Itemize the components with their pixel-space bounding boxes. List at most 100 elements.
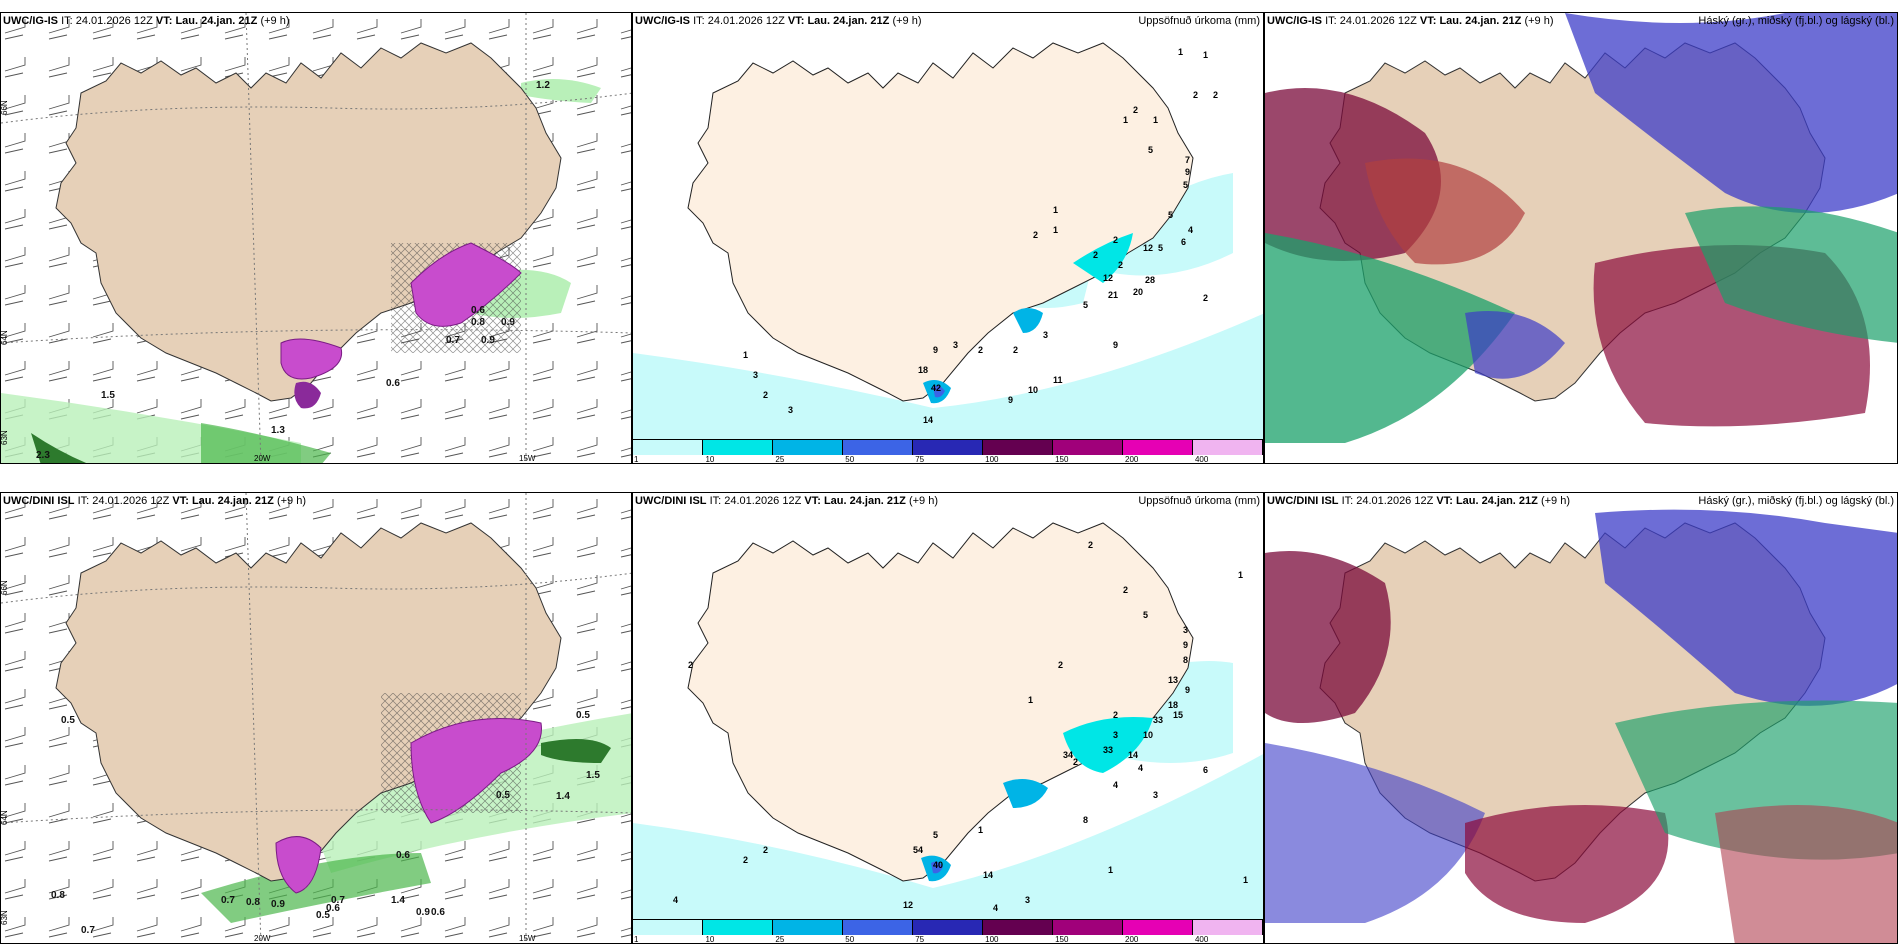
lead-time: (+9 h) — [276, 495, 306, 507]
cbar-tick: 25 — [775, 455, 785, 464]
cbar-tick: 400 — [1194, 455, 1209, 464]
vt-value: Lau. 24.jan. 21Z — [191, 495, 274, 507]
cbar-swatch — [912, 439, 983, 455]
low-cloud-south — [1465, 311, 1565, 379]
precip-label: 5 — [1143, 610, 1148, 620]
panel-header: UWC/DINI ISL IT: 24.01.2026 12Z VT: Lau.… — [1267, 495, 1570, 507]
mid-cloud-sw — [1265, 233, 1515, 443]
precip-label: 9 — [933, 345, 938, 355]
precip-label: 4 — [673, 895, 678, 905]
precip-label: 5 — [1183, 180, 1188, 190]
precip-label: 4 — [993, 903, 998, 913]
lead-time: (+9 h) — [1524, 15, 1554, 27]
precip-core-south — [1013, 308, 1043, 333]
precip-map-bottom: 2 1 2 5 3 9 8 13 9 18 15 33 10 2 2 1 3 3… — [633, 522, 1263, 921]
precip-label: 28 — [1145, 275, 1155, 285]
lon-label: 20W — [254, 934, 271, 943]
model-name: UWC/IG-IS — [3, 15, 58, 27]
cbar-tick: 200 — [1125, 935, 1139, 944]
precip-area-darkgreen — [201, 853, 431, 923]
vt-value: Lau. 24.jan. 21Z — [175, 15, 258, 27]
cbar-tick: 10 — [705, 935, 715, 944]
precip-label: 3 — [753, 370, 758, 380]
precip-area-light — [633, 313, 1263, 441]
precip-label: 1 — [1108, 865, 1113, 875]
vt-label: VT: — [804, 495, 821, 507]
lead-time: (+9 h) — [260, 15, 290, 27]
precip-label: 12 — [1103, 273, 1113, 283]
precip-label: 3 — [953, 340, 958, 350]
wind-label: 0.5 — [496, 790, 510, 801]
cloud-map-bottom — [1265, 493, 1897, 943]
cbar-tick: 1 — [634, 455, 639, 464]
precip-label: 20 — [1133, 287, 1143, 297]
cbar-tick: 50 — [845, 935, 855, 944]
precip-label: 2 — [763, 845, 768, 855]
precip-label: 4 — [1138, 763, 1143, 773]
precip-label: 1 — [1028, 695, 1033, 705]
cbar-swatch — [702, 439, 773, 455]
lat-line-66 — [1, 572, 631, 604]
panel-precip-bottom: UWC/DINI ISL IT: 24.01.2026 12Z VT: Lau.… — [632, 492, 1264, 944]
precip-label: 14 — [1128, 750, 1138, 760]
precip-label: 2 — [1093, 250, 1098, 260]
precip-colorbar: 1 10 25 50 75 100 150 200 400 — [633, 919, 1263, 943]
it-label: IT: — [1325, 15, 1337, 27]
it-label: IT: — [61, 15, 73, 27]
wind-value-labels: 0.5 0.5 0.8 0.7 0.7 0.8 0.9 0.5 0.6 1.4 … — [51, 710, 600, 936]
precip-label: 2 — [1113, 235, 1118, 245]
cbar-swatch — [842, 919, 913, 935]
precip-label: 10 — [1143, 730, 1153, 740]
panel-header: UWC/IG-IS IT: 24.01.2026 12Z VT: Lau. 24… — [1267, 15, 1553, 27]
vt-label: VT: — [787, 15, 805, 27]
it-value: 24.01.2026 12Z — [1339, 15, 1417, 27]
cbar-swatch — [982, 919, 1053, 935]
wind-label: 0.6 — [386, 378, 400, 389]
high-cloud-west — [1265, 551, 1391, 723]
high-cloud-south — [1465, 805, 1669, 923]
precip-label: 2 — [1203, 293, 1208, 303]
lat-label: 63N — [1, 430, 9, 445]
low-cloud-sw — [1265, 743, 1485, 923]
it-value: 24.01.2026 12Z — [724, 495, 802, 507]
it-value: 24.01.2026 12Z — [1356, 495, 1434, 507]
low-cloud-ne — [1565, 13, 1897, 213]
precip-label: 1 — [1123, 115, 1128, 125]
precip-label: 15 — [1173, 710, 1183, 720]
precip-title: Uppsöfnuð úrkoma (mm) — [1138, 495, 1260, 507]
lat-line-64 — [1, 329, 631, 344]
precip-label: 10 — [1028, 385, 1038, 395]
cbar-swatch — [702, 919, 773, 935]
snow-area-magenta — [410, 718, 542, 824]
cloud-map-top — [1265, 13, 1897, 463]
lat-label: 63N — [1, 910, 9, 925]
lat-label: 66N — [1, 580, 9, 595]
vt-value: Lau. 24.jan. 21Z — [1439, 15, 1522, 27]
wind-label: 0.8 — [246, 897, 260, 908]
wind-label: 0.7 — [331, 895, 345, 906]
lat-label: 64N — [1, 810, 9, 825]
precip-label: 3 — [1183, 625, 1188, 635]
wind-map-top: 66N 64N 63N 20W 15W 0.6 1.5 1.3 0.7 0.9 … — [1, 13, 631, 463]
cloud-title: Háský (gr.), miðský (fj.bl.) og lágský (… — [1698, 495, 1894, 507]
model-name: UWC/IG-IS — [635, 15, 690, 27]
cbar-tick: 400 — [1194, 935, 1209, 944]
precip-label: 2 — [688, 660, 693, 670]
precip-label: 9 — [1183, 640, 1188, 650]
vt-value: Lau. 24.jan. 21Z — [1455, 495, 1538, 507]
precip-label: 2 — [1033, 230, 1038, 240]
wind-label: 0.9 — [416, 907, 430, 918]
precip-max — [933, 385, 945, 398]
precip-core-east — [541, 739, 611, 763]
precip-label: 21 — [1108, 290, 1118, 300]
precip-max — [931, 861, 943, 874]
cbar-swatch — [1192, 919, 1263, 935]
precip-label: 3 — [788, 405, 793, 415]
cbar-tick: 150 — [1055, 935, 1069, 944]
wind-label: 0.7 — [446, 335, 460, 346]
precip-label: 2 — [1213, 90, 1218, 100]
wind-label: 1.4 — [391, 895, 405, 906]
cbar-swatch — [982, 439, 1053, 455]
precip-label: 2 — [1193, 90, 1198, 100]
lead-time: (+9 h) — [1540, 495, 1570, 507]
